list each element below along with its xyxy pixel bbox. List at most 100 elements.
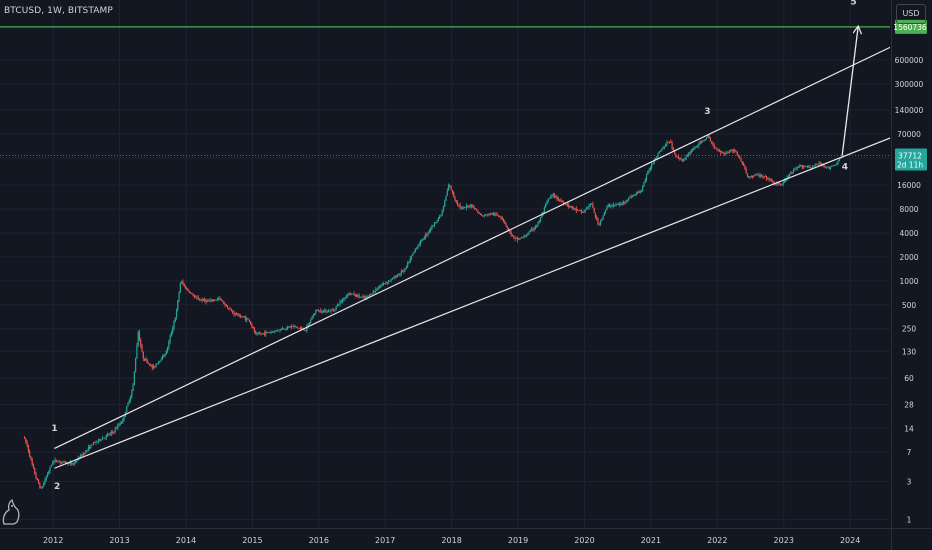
candle-down: [266, 331, 268, 333]
candle-up: [602, 215, 604, 219]
x-tick-label: 2020: [574, 536, 594, 545]
candle-down: [828, 166, 830, 169]
candle-down: [276, 330, 279, 332]
candle-down: [460, 207, 462, 209]
candle-up: [373, 290, 376, 292]
candle-up: [482, 215, 484, 217]
candle-down: [229, 308, 231, 310]
candle-down: [519, 238, 521, 239]
candle-down: [511, 235, 514, 236]
candle-up: [86, 449, 88, 451]
candle-down: [238, 313, 240, 317]
candle-up: [96, 441, 98, 443]
candle-down: [187, 289, 189, 291]
candle-up: [826, 167, 828, 168]
candle-down: [183, 283, 185, 286]
candle-up: [533, 228, 535, 230]
candle-up: [58, 461, 60, 463]
candle-down: [474, 208, 476, 210]
candle-down: [681, 159, 683, 161]
candle-down: [495, 213, 497, 215]
candle-down: [593, 207, 595, 213]
candle-up: [814, 164, 816, 166]
candle-down: [737, 155, 740, 157]
candle-down: [735, 151, 737, 152]
candle-down: [29, 451, 31, 457]
candle-up: [128, 400, 130, 403]
y-tick-label: 14: [904, 424, 914, 433]
candle-down: [150, 365, 152, 367]
candle-down: [91, 444, 93, 446]
candle-down: [32, 464, 35, 468]
candle-up: [522, 237, 524, 239]
currency-button[interactable]: USD: [896, 4, 926, 24]
candle-up: [440, 214, 442, 216]
candle-up: [539, 217, 542, 222]
candle-down: [260, 333, 262, 335]
candle-down: [267, 332, 270, 333]
candle-down: [356, 294, 358, 297]
candle-down: [349, 292, 351, 295]
candle-down: [772, 181, 774, 184]
candle-down: [253, 328, 256, 333]
candle-down: [25, 438, 27, 442]
candle-up: [616, 204, 618, 206]
candle-down: [249, 321, 252, 324]
candle-down: [386, 282, 388, 284]
candle-down: [189, 292, 192, 294]
candle-down: [26, 441, 28, 446]
candle-up: [837, 160, 839, 164]
candle-up: [693, 148, 695, 150]
y-tick-label: 28: [904, 400, 914, 409]
candle-up: [834, 164, 837, 166]
candle-up: [414, 248, 416, 252]
candle-up: [364, 297, 367, 299]
candle-down: [718, 150, 720, 151]
candle-up: [106, 434, 109, 436]
candle-down: [320, 310, 322, 313]
candle-down: [40, 487, 42, 489]
candle-down: [476, 208, 478, 211]
candle-down: [182, 281, 184, 284]
candle-down: [57, 461, 59, 463]
candle-down: [201, 299, 203, 301]
candle-up: [422, 239, 424, 240]
candle-up: [832, 165, 834, 167]
candle-up: [306, 326, 308, 331]
candle-down: [243, 316, 245, 318]
candle-up: [421, 239, 423, 242]
candle-up: [417, 245, 419, 249]
candle-up: [725, 153, 727, 155]
candle-up: [145, 359, 147, 361]
candle-down: [244, 317, 247, 320]
candle-down: [196, 297, 198, 299]
candle-down: [757, 174, 759, 176]
candle-up: [200, 299, 202, 301]
candle-down: [295, 326, 298, 328]
y-tick-label: 300000: [895, 80, 924, 89]
candle-up: [100, 439, 102, 441]
candle-up: [546, 201, 548, 205]
candle-down: [255, 332, 257, 334]
y-tick-label: 4000: [899, 229, 918, 238]
candle-up: [551, 195, 553, 197]
candle-up: [173, 322, 175, 329]
candle-up: [156, 363, 158, 365]
candle-up: [80, 454, 82, 459]
candle-up: [644, 179, 646, 183]
candle-up: [87, 447, 89, 450]
candle-up: [209, 300, 211, 302]
candle-up: [753, 175, 755, 177]
candle-up: [813, 165, 815, 167]
candle-up: [385, 282, 387, 284]
candle-up: [543, 207, 545, 212]
candle-up: [785, 179, 787, 181]
candle-up: [110, 432, 112, 434]
candle-up: [120, 421, 123, 424]
candle-up: [446, 190, 448, 196]
candle-up: [159, 360, 161, 362]
candle-up: [691, 149, 694, 151]
candle-up: [439, 215, 441, 219]
candle-down: [450, 185, 452, 190]
